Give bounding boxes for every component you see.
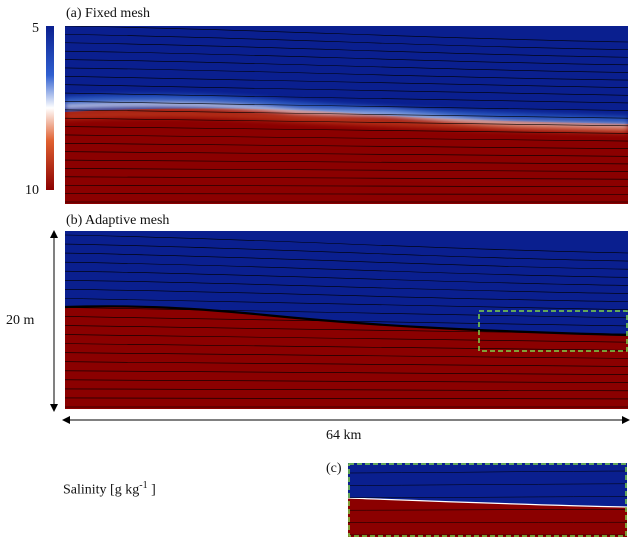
inset-region-box [478,310,628,352]
length-arrow [62,416,630,424]
mesh-line [348,509,627,511]
mesh-line [65,352,628,359]
legend-exponent: -1 [139,480,148,491]
mesh-line [65,289,628,302]
salinity-legend-title: Salinity [g kg-1 ] [63,480,156,499]
halocline-line [348,497,627,508]
legend-base: Salinity [g kg [63,482,140,498]
mesh-line [65,151,628,157]
mesh-line [65,134,628,142]
panel-b-adaptive-mesh [65,231,628,409]
mesh-line [65,50,628,66]
mesh-line [65,370,628,375]
mesh-line [65,42,628,58]
panel-c-label: (c) [326,461,342,476]
mesh-line [65,234,628,254]
mesh-line [65,159,628,165]
mesh-line [65,67,628,81]
depth-label: 20 m [6,313,35,328]
panel-a-label: (a) Fixed mesh [66,6,150,21]
mesh-line [65,26,628,43]
depth-arrow [50,230,58,412]
mesh-line [65,261,628,278]
mesh-line [65,279,628,294]
panel-b-label: (b) Adaptive mesh [66,213,170,228]
inset-border [348,463,627,537]
panel-a-fixed-mesh [65,26,628,204]
mesh-line [348,496,627,499]
mesh-line [65,270,628,286]
salt-layer [65,108,628,204]
mesh-line [65,143,628,149]
mixing-zone-orange [65,110,628,133]
mesh-line [65,168,628,172]
legend-close: ] [147,482,156,498]
mesh-line [65,34,628,50]
mesh-line [65,343,628,351]
mesh-line [65,193,628,195]
panel-b-plot [65,231,628,409]
panel-c-inset [348,463,627,537]
mesh-lines-c [348,470,627,536]
mesh-line [65,184,628,188]
mesh-line [65,59,628,73]
salinity-colorbar [46,26,54,190]
mesh-line [65,243,628,262]
mesh-line [348,470,627,474]
mesh-line [65,252,628,270]
mesh-line [65,388,628,392]
mesh-lines-b [65,234,628,408]
halocline-line [65,305,628,337]
mesh-line [65,176,628,180]
mesh-line [65,334,628,343]
mesh-line [65,126,628,134]
mesh-line [348,483,627,486]
panel-a-plot [65,26,628,204]
colorbar-max-label: 5 [32,21,39,36]
panel-c-plot [348,463,627,537]
mesh-line [65,117,628,127]
mesh-line [65,397,628,400]
length-label: 64 km [326,428,362,443]
salt-layer [348,498,627,537]
mesh-line [65,361,628,367]
mesh-line [65,379,628,383]
colorbar-min-label: 10 [25,183,39,198]
